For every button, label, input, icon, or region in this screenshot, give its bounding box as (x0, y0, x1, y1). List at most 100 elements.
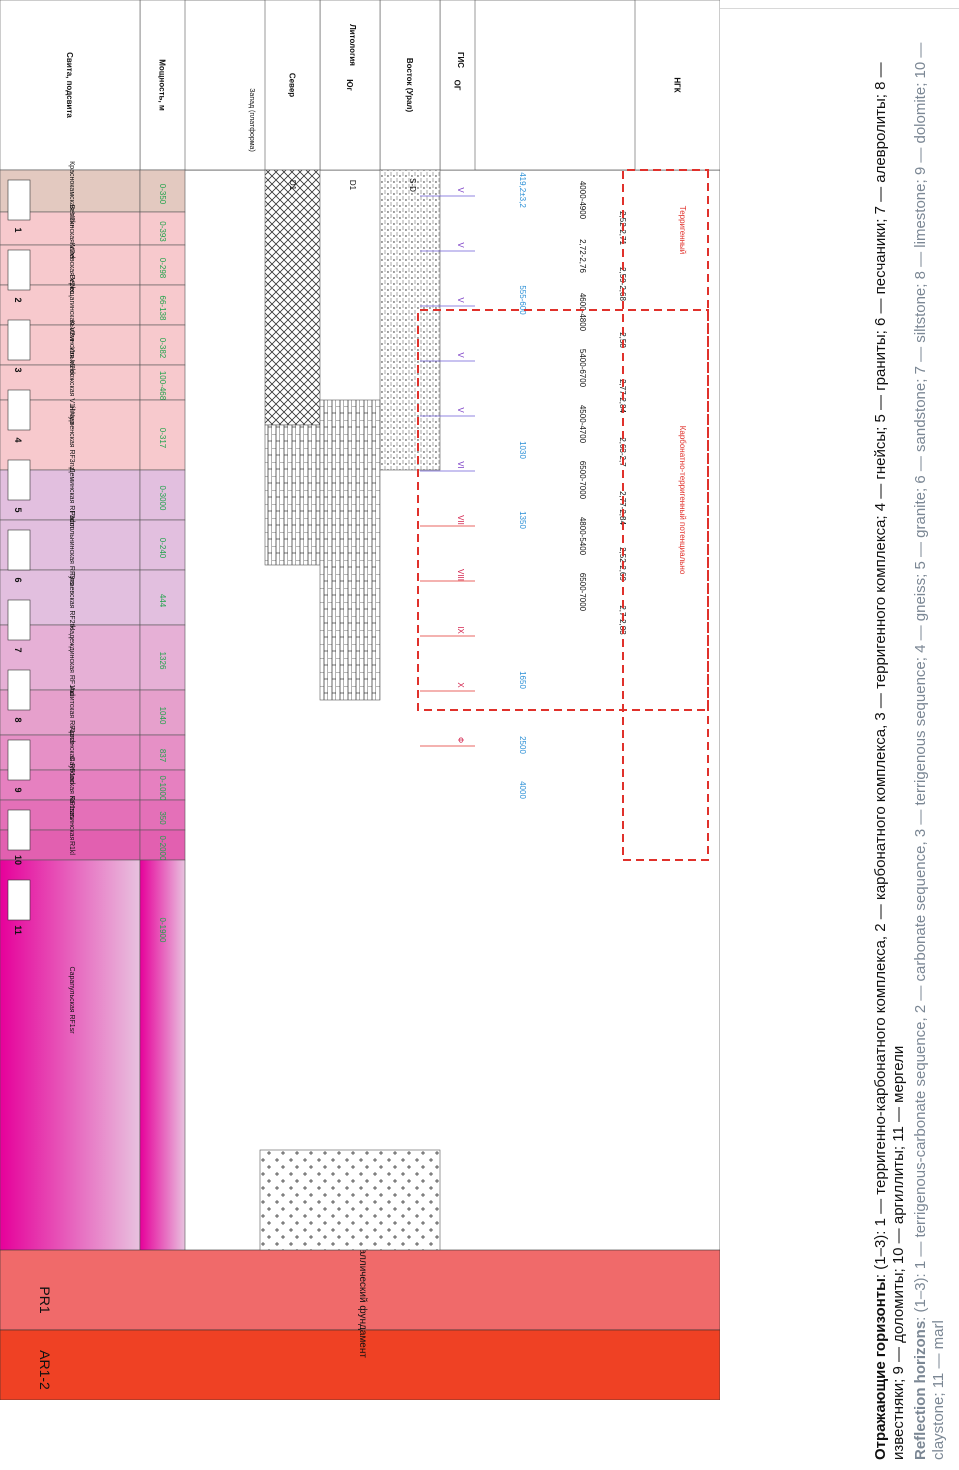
header-lith-south: Юг (345, 79, 354, 91)
svita-label: Велвинская V2vl (68, 205, 75, 259)
header-thickness: Мощность, м (158, 59, 167, 111)
velocity-value: 1030 (518, 441, 527, 459)
og-marker: VII (456, 515, 465, 525)
thickness-value: 0-1000 (158, 776, 167, 801)
svita-label: R1kl (68, 841, 75, 855)
header-lithology: Литология (348, 24, 357, 66)
thickness-value: 0-393 (158, 221, 167, 242)
og-marker: IX (456, 626, 465, 634)
svita-label: Саузовская RF1szv (68, 756, 75, 820)
stratigraphic-table: НГК ОГ Восток (Урал) Юг Север Мощность, м Свит… (0, 0, 720, 1400)
legend-swatch (7, 599, 31, 641)
legend-number: 3 (13, 367, 23, 372)
legend-swatch (7, 809, 31, 851)
ngk-dash-box-lower (417, 309, 709, 711)
basement-label: Кристаллический фундамент (357, 1222, 369, 1358)
caption-en-text: : (1–3): 1 — terrigenous-carbonate seque… (912, 42, 947, 1460)
svita-label: Ашитская RF1ach (68, 686, 75, 744)
thickness-value: 1040 (158, 707, 167, 725)
og-marker: V (456, 407, 465, 413)
legend-swatch (7, 739, 31, 781)
thickness-value: 0-3000 (158, 486, 167, 511)
og-marker: VI (456, 461, 465, 469)
density-value: 2,59-2,68 (618, 267, 627, 301)
lith-north-sand (264, 169, 321, 426)
density-value: 2,63-2,7 (618, 437, 627, 467)
velocity-value: 1350 (518, 511, 527, 529)
lith-basement-granite (259, 1149, 441, 1251)
velocity-value: 1650 (518, 671, 527, 689)
og-marker: V (456, 242, 465, 248)
lith-label-south: D1 (348, 180, 357, 191)
velocity-value: 4000 (518, 781, 527, 799)
density-value: 2,77-2,84 (618, 491, 627, 525)
velocity-value: 2500 (518, 736, 527, 754)
velocity-value: 555-600 (518, 285, 527, 315)
density-value: 6500-7000 (578, 461, 587, 500)
caption-en-title: Reflection horizons (912, 1320, 929, 1460)
density-value: 5400-6700 (578, 349, 587, 388)
thickness-value: 0-298 (158, 258, 167, 279)
lith-label-east: S-D (408, 178, 417, 192)
legend-swatch (7, 529, 31, 571)
thickness-value: 837 (158, 749, 167, 763)
svita-label: Кыквинская V2kk (68, 320, 75, 376)
legend-number: 4 (13, 437, 23, 442)
og-marker: V (456, 297, 465, 303)
thickness-value: 0-317 (158, 428, 167, 449)
svita-label: Деминская RF3dm (68, 468, 75, 529)
svita-label: Арланская RF1arl (68, 727, 75, 785)
ngk-dash-box-upper (622, 169, 709, 861)
svita-label: Надеждинская RF1nd (68, 625, 75, 696)
og-marker: VIII (456, 569, 465, 581)
density-value: 4600-4800 (578, 293, 587, 332)
header-lith-west: Запад (платформа) (248, 88, 255, 152)
thickness-value: 0-240 (158, 538, 167, 559)
og-marker: Ф (456, 737, 465, 743)
og-marker: V (456, 352, 465, 358)
era-pr1: PR1 (37, 1286, 53, 1313)
lith-east-dots (379, 169, 441, 471)
svita-label: Ильин-вожская V1il Чур (68, 347, 75, 424)
svita-label: Тукаевская RF2tk (68, 572, 75, 630)
svita-label: Краснокамская V2kr (68, 161, 75, 227)
thickness-value: 350 (158, 811, 167, 825)
lith-label-north: D1 (288, 180, 297, 191)
og-marker: V (456, 187, 465, 193)
legend-number: 6 (13, 577, 23, 582)
caption-ru-title: Отражающие горизонты (872, 1278, 889, 1460)
caption-ru-text: : (1–3): 1 — терригенно-карбонатного ком… (872, 62, 907, 1460)
thickness-value: 0-350 (158, 184, 167, 205)
svita-label: Калтасинская (68, 796, 75, 841)
era-ar12: AR1-2 (37, 1350, 53, 1390)
header-lith-east: Восток (Урал) (405, 58, 414, 113)
svita-sarapul: Сарапульская RF1sr (68, 966, 75, 1034)
og-marker: X (456, 682, 465, 688)
density-value: 2,72-2,76 (578, 239, 587, 273)
header-gis: ГИС (456, 52, 465, 68)
archean-band (0, 1329, 720, 1400)
legend-swatch (7, 179, 31, 221)
density-value: 4000-4900 (578, 181, 587, 220)
ngk-label-terrigenous: Терригенный (678, 206, 687, 255)
legend-number: 9 (13, 787, 23, 792)
thickness-value: 0-382 (158, 338, 167, 359)
thickness-value: 0-2000 (158, 836, 167, 861)
thickness-sarapul: 0-1900 (158, 918, 167, 943)
svita-label: Низьвенская RF3nz (68, 406, 75, 471)
legend-number: 10 (13, 855, 23, 865)
legend-number: 11 (13, 925, 23, 935)
legend-swatch (7, 669, 31, 711)
legend-number: 1 (13, 227, 23, 232)
thickness-value: 444 (158, 594, 167, 608)
header-ngk: НГК (673, 77, 682, 92)
legend-number: 7 (13, 647, 23, 652)
svita-label: Верещагинская V2vr (68, 274, 75, 342)
svita-label: Рассольнинская RF3rs (68, 511, 75, 585)
lith-south-lime (319, 399, 381, 701)
svita-label: Кочевская V2kc (68, 243, 75, 294)
ngk-label-carb: Карбонатно-терригенный потенциально (678, 426, 687, 575)
velocity-value: 419,2±3,2 (518, 172, 527, 208)
header-og: ОГ (453, 80, 462, 91)
thickness-value: 1326 (158, 652, 167, 670)
